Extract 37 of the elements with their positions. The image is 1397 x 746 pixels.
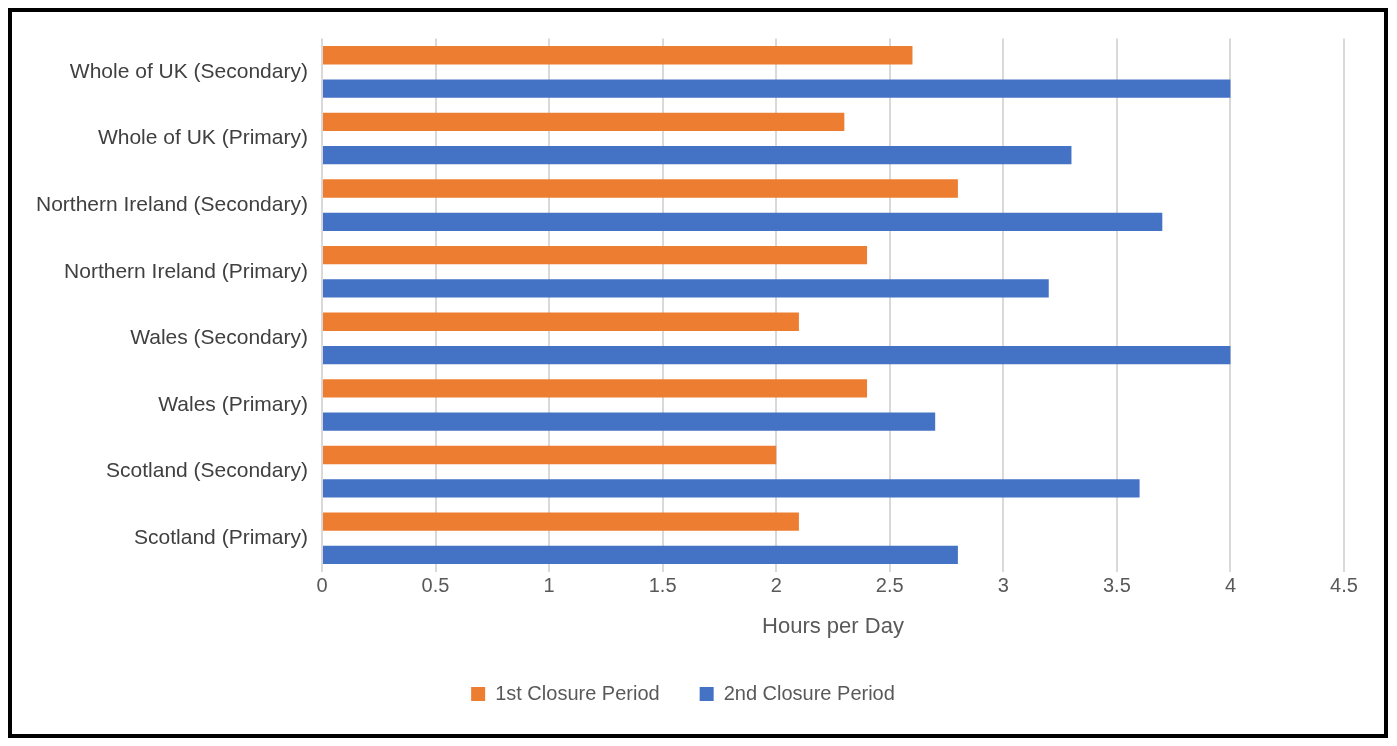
y-tick-label: Northern Ireland (Primary) bbox=[64, 258, 308, 282]
y-tick-label: Scotland (Secondary) bbox=[106, 458, 308, 482]
y-tick-label: Whole of UK (Primary) bbox=[97, 125, 308, 149]
x-tick-label: 4 bbox=[1224, 574, 1236, 597]
bar bbox=[322, 412, 936, 431]
bar bbox=[322, 112, 845, 132]
y-tick-label: Northern Ireland (Secondary) bbox=[36, 191, 308, 215]
bar bbox=[322, 212, 1163, 231]
x-tick-label: 3 bbox=[997, 574, 1009, 597]
x-tick-label: 3.5 bbox=[1102, 574, 1131, 597]
bar bbox=[322, 146, 1072, 165]
x-tick-label: 4.5 bbox=[1330, 574, 1358, 597]
y-tick-label: Wales (Primary) bbox=[158, 391, 308, 415]
bar bbox=[322, 179, 958, 198]
bar bbox=[322, 512, 799, 531]
bar bbox=[322, 379, 868, 398]
legend-label: 1st Closure Period bbox=[495, 681, 660, 704]
bar bbox=[322, 545, 958, 565]
bar bbox=[322, 479, 1140, 498]
legend-label: 2nd Closure Period bbox=[723, 681, 895, 704]
x-axis-title: Hours per Day bbox=[762, 612, 904, 638]
x-tick-label: 2.5 bbox=[875, 574, 904, 597]
y-tick-label: Scotland (Primary) bbox=[134, 525, 308, 549]
y-tick-label: Wales (Secondary) bbox=[130, 325, 308, 349]
x-tick-label: 1.5 bbox=[648, 574, 677, 597]
x-tick-label: 0 bbox=[316, 574, 328, 597]
bar bbox=[322, 312, 799, 331]
bar bbox=[322, 46, 913, 65]
x-tick-label: 0.5 bbox=[421, 574, 450, 597]
bar bbox=[322, 345, 1231, 365]
bar bbox=[322, 445, 777, 465]
bar bbox=[322, 79, 1231, 98]
bar bbox=[322, 279, 1049, 298]
y-tick-label: Whole of UK (Secondary) bbox=[69, 58, 308, 82]
x-tick-label: 1 bbox=[543, 574, 555, 597]
x-tick-label: 2 bbox=[770, 574, 782, 597]
bar bbox=[322, 245, 868, 265]
